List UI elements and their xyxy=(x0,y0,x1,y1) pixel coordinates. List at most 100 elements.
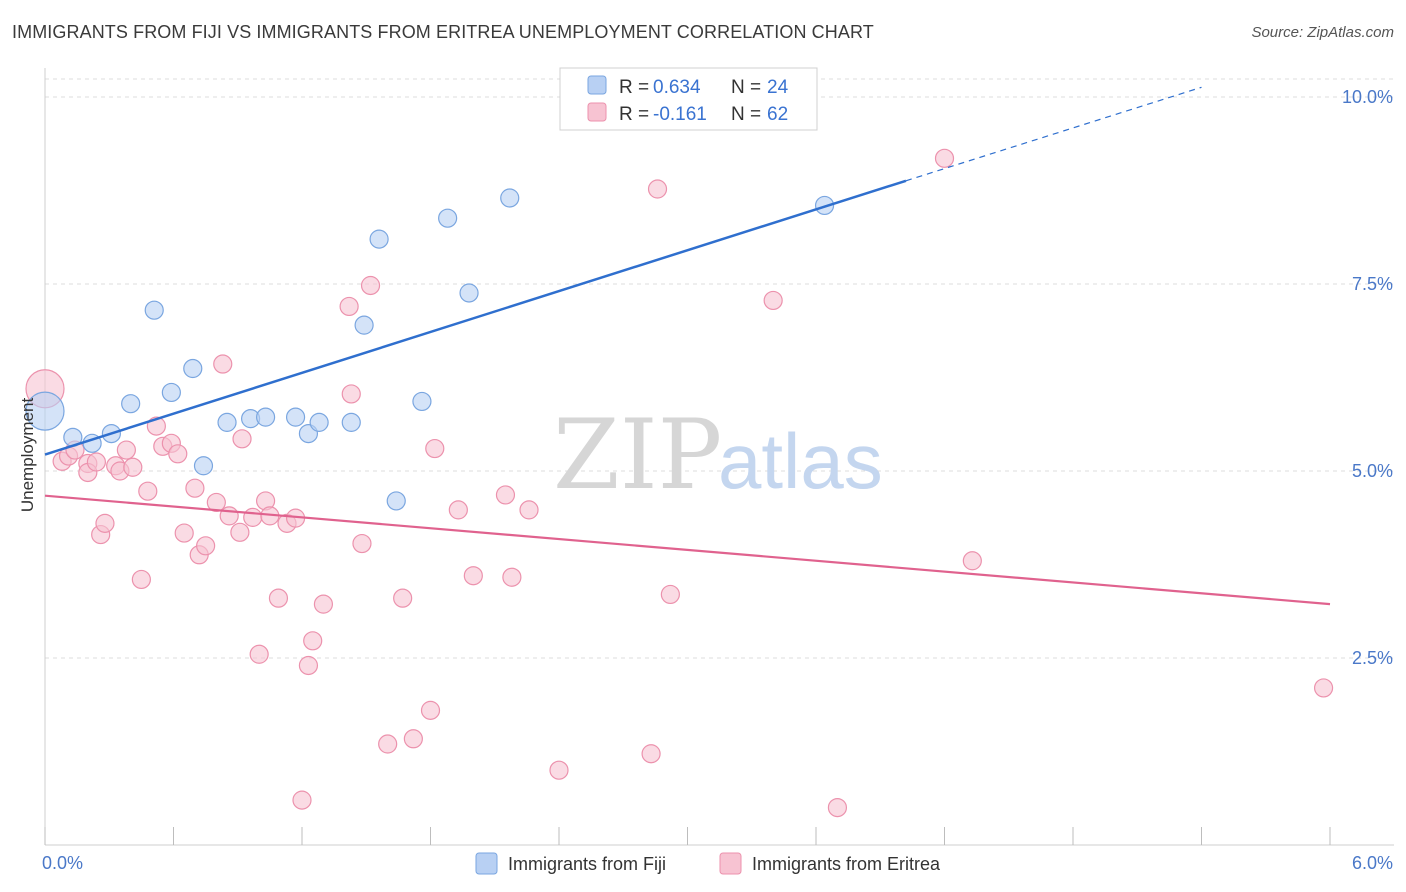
eritrea-point xyxy=(292,790,312,810)
fiji-point xyxy=(354,315,374,335)
eritrea-point xyxy=(519,500,539,520)
eritrea-point xyxy=(647,179,668,199)
eritrea-point xyxy=(660,584,680,605)
eritrea-point xyxy=(827,797,848,818)
x-tick-label: 6.0% xyxy=(1352,853,1393,873)
eritrea-point xyxy=(495,485,516,505)
eritrea-point xyxy=(249,644,269,664)
eritrea-point xyxy=(168,444,188,464)
eritrea-point xyxy=(95,513,115,533)
fiji-point xyxy=(459,283,479,303)
fiji-trend-extension xyxy=(905,86,1202,182)
eritrea-point xyxy=(268,588,289,608)
eritrea-point xyxy=(116,440,136,460)
eritrea-point xyxy=(230,522,250,542)
eritrea-point xyxy=(213,354,233,374)
eritrea-point xyxy=(86,452,107,472)
x-tick-label: 0.0% xyxy=(42,853,83,873)
eritrea-point xyxy=(962,551,982,571)
eritrea-point xyxy=(123,457,143,477)
eritrea-point xyxy=(232,429,252,449)
y-tick-label: 2.5% xyxy=(1352,648,1393,668)
legend-n-value-eritrea: 62 xyxy=(767,104,788,125)
eritrea-point xyxy=(934,148,955,168)
eritrea-points xyxy=(25,148,1334,818)
trend-lines xyxy=(44,86,1331,606)
bottom-legend: Immigrants from Fiji Immigrants from Eri… xyxy=(475,852,941,875)
y-axis-label: Unemployment xyxy=(18,398,37,513)
eritrea-point xyxy=(196,536,216,556)
eritrea-point xyxy=(763,290,783,311)
eritrea-point xyxy=(352,533,372,554)
eritrea-point xyxy=(298,655,319,676)
eritrea-point xyxy=(341,384,361,404)
y-tick-label: 10.0% xyxy=(1342,87,1393,107)
eritrea-point xyxy=(339,296,359,317)
eritrea-point xyxy=(219,506,239,526)
legend-n-value-fiji: 24 xyxy=(767,77,789,98)
eritrea-point xyxy=(425,438,445,459)
fiji-point xyxy=(217,412,237,432)
fiji-point xyxy=(500,188,520,208)
fiji-trend-line xyxy=(44,179,907,456)
eritrea-point xyxy=(243,507,263,527)
watermark-zip: ZIP xyxy=(553,399,722,511)
eritrea-point xyxy=(403,729,423,749)
fiji-point xyxy=(255,407,276,427)
eritrea-point xyxy=(1313,678,1334,698)
axes xyxy=(44,68,1394,846)
legend-n-label-fiji: N = xyxy=(731,77,761,98)
eritrea-point xyxy=(463,566,483,586)
eritrea-point xyxy=(549,760,569,780)
eritrea-point xyxy=(303,631,323,651)
eritrea-point xyxy=(448,500,468,520)
eritrea-point xyxy=(641,744,661,764)
eritrea-point xyxy=(185,478,205,498)
watermark: ZIP atlas xyxy=(553,399,883,511)
grid-lines xyxy=(45,78,1394,659)
bottom-legend-label-eritrea: Immigrants from Eritrea xyxy=(752,854,941,874)
bottom-legend-swatch-fiji xyxy=(475,852,498,875)
fiji-point xyxy=(193,456,214,476)
y-tick-labels: 2.5% 5.0% 7.5% 10.0% xyxy=(1342,87,1393,668)
eritrea-point xyxy=(378,734,398,754)
fiji-point xyxy=(369,229,389,249)
eritrea-point xyxy=(206,492,226,513)
eritrea-trend-line xyxy=(44,494,1331,606)
legend-r-label-fiji: R = xyxy=(619,77,649,98)
legend-r-value-fiji: 0.634 xyxy=(653,77,701,98)
bottom-legend-swatch-eritrea xyxy=(719,852,742,875)
fiji-point xyxy=(285,407,306,427)
eritrea-point xyxy=(174,523,194,543)
chart-title: IMMIGRANTS FROM FIJI VS IMMIGRANTS FROM … xyxy=(12,22,874,42)
eritrea-point xyxy=(313,594,334,614)
source-label: Source: ZipAtlas.com xyxy=(1251,24,1394,41)
eritrea-point xyxy=(502,567,522,587)
fiji-point xyxy=(25,391,65,431)
watermark-atlas: atlas xyxy=(718,417,883,505)
fiji-point xyxy=(161,382,181,403)
fiji-point xyxy=(438,208,458,228)
fiji-point xyxy=(412,391,432,412)
y-tick-label: 7.5% xyxy=(1352,274,1393,294)
eritrea-point xyxy=(138,481,158,501)
fiji-point xyxy=(183,358,203,379)
fiji-point xyxy=(341,412,361,432)
eritrea-point xyxy=(420,700,441,720)
fiji-point xyxy=(121,394,141,414)
legend-r-value-eritrea: -0.161 xyxy=(653,104,707,125)
y-tick-label: 5.0% xyxy=(1352,461,1393,481)
legend-box: R = 0.634 N = 24 R = -0.161 N = 62 xyxy=(559,67,818,131)
fiji-point xyxy=(144,300,164,320)
legend-r-label-eritrea: R = xyxy=(619,104,649,125)
x-tick-labels: 0.0% 6.0% xyxy=(42,853,1393,873)
fiji-point xyxy=(386,491,406,511)
eritrea-point xyxy=(360,275,381,296)
bottom-legend-label-fiji: Immigrants from Fiji xyxy=(508,854,666,874)
legend-swatch-eritrea xyxy=(587,102,607,122)
legend-swatch-fiji xyxy=(587,75,607,95)
eritrea-point xyxy=(393,588,413,608)
eritrea-point xyxy=(131,569,151,590)
legend-n-label-eritrea: N = xyxy=(731,104,761,125)
